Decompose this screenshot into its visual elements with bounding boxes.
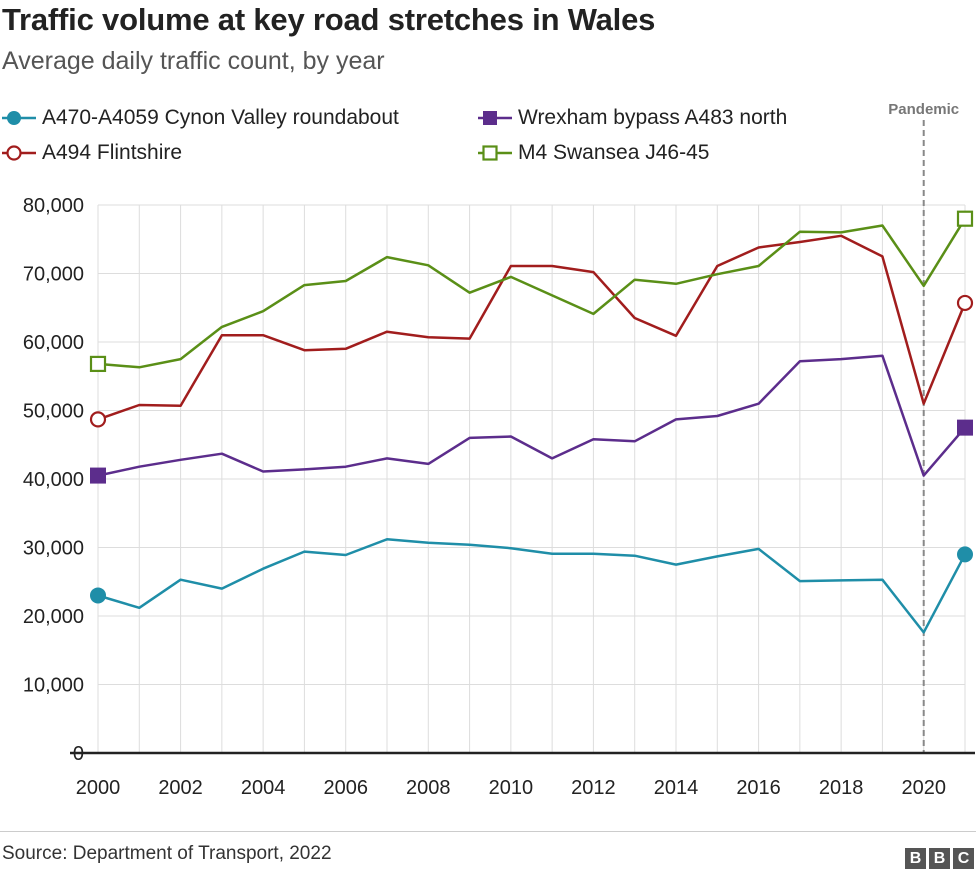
- legend-label: A494 Flintshire: [42, 141, 183, 164]
- logo-letter: B: [905, 848, 926, 869]
- x-tick-label: 2020: [901, 777, 946, 799]
- logo-letter: B: [929, 848, 950, 869]
- y-tick-label: 30,000: [23, 538, 84, 560]
- y-tick-label: 40,000: [23, 469, 84, 491]
- pandemic-annotation: Pandemic: [888, 101, 959, 753]
- legend-label: M4 Swansea J46-45: [518, 141, 710, 164]
- y-tick-label: 20,000: [23, 606, 84, 628]
- y-tick-label: 80,000: [23, 195, 84, 217]
- legend-label: A470-A4059 Cynon Valley roundabout: [42, 106, 399, 129]
- data-point: [957, 419, 973, 436]
- x-tick-label: 2000: [76, 777, 121, 799]
- x-tick-label: 2018: [819, 777, 864, 799]
- grid: [97, 204, 966, 753]
- series-line: [97, 538, 967, 634]
- series-line: [97, 234, 967, 421]
- legend-label: Wrexham bypass A483 north: [518, 106, 788, 129]
- legend-marker-open-square-icon: [478, 145, 512, 161]
- data-point: [957, 546, 973, 563]
- data-point: [90, 467, 106, 484]
- series-line: [97, 354, 966, 477]
- series-line: [97, 218, 967, 369]
- series-1: [90, 354, 973, 484]
- chart-subtitle: Average daily traffic count, by year: [2, 47, 385, 75]
- bbc-logo: B B C: [905, 848, 974, 869]
- x-tick-label: 2008: [406, 777, 451, 799]
- legend-marker-open-circle-icon: [2, 145, 36, 161]
- pandemic-label: Pandemic: [888, 101, 959, 118]
- chart-title: Traffic volume at key road stretches in …: [2, 2, 656, 37]
- data-point: [956, 294, 974, 312]
- y-tick-label: 70,000: [23, 264, 84, 286]
- legend-marker-filled-circle-icon: [2, 111, 36, 125]
- data-point: [89, 411, 107, 428]
- x-tick-label: 2016: [736, 777, 781, 799]
- x-tick-label: 2014: [654, 777, 699, 799]
- x-tick-label: 2004: [241, 777, 286, 799]
- y-tick-label: 60,000: [23, 332, 84, 354]
- x-tick-label: 2012: [571, 777, 616, 799]
- y-tick-label: 10,000: [23, 675, 84, 697]
- series-3: [89, 210, 974, 373]
- legend-item-wrexham: Wrexham bypass A483 north: [478, 104, 787, 132]
- y-tick-label: 50,000: [23, 401, 84, 423]
- legend-item-m4: M4 Swansea J46-45: [478, 139, 709, 167]
- series: [89, 210, 974, 634]
- axes: 010,00020,00030,00040,00050,00060,00070,…: [23, 195, 975, 799]
- legend-marker-filled-square-icon: [478, 111, 512, 125]
- series-2: [89, 234, 974, 428]
- footer-divider: [0, 831, 976, 832]
- source-note: Source: Department of Transport, 2022: [2, 843, 332, 864]
- data-point: [89, 355, 107, 373]
- legend-item-a494: A494 Flintshire: [2, 139, 182, 167]
- legend-item-a470: A470-A4059 Cynon Valley roundabout: [2, 104, 399, 132]
- logo-letter: C: [953, 848, 974, 869]
- series-0: [90, 538, 973, 634]
- x-tick-label: 2010: [489, 777, 534, 799]
- x-tick-label: 2006: [323, 777, 368, 799]
- data-point: [90, 587, 106, 604]
- data-point: [956, 210, 974, 227]
- x-tick-label: 2002: [158, 777, 203, 799]
